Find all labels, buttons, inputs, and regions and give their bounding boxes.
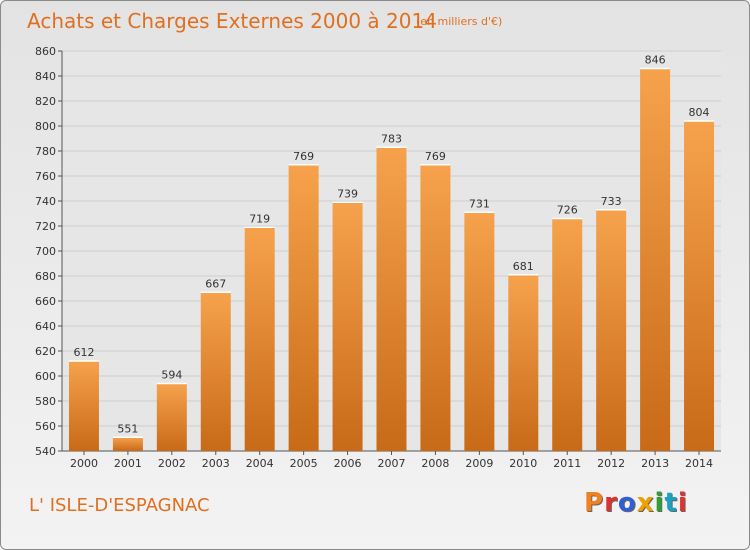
data-label: 846 <box>645 54 666 67</box>
x-tick-label: 2012 <box>597 457 625 470</box>
x-tick-label: 2007 <box>378 457 406 470</box>
bar <box>508 274 539 451</box>
x-tick-label: 2001 <box>114 457 142 470</box>
logo-letter: x <box>636 488 655 518</box>
y-tick-label: 760 <box>35 170 56 183</box>
bar <box>200 292 231 451</box>
x-tick-label: 2014 <box>685 457 713 470</box>
x-tick-label: 2009 <box>465 457 493 470</box>
data-label: 739 <box>337 187 358 200</box>
y-tick-label: 740 <box>35 195 56 208</box>
y-tick-label: 800 <box>35 120 56 133</box>
logo-letter: o <box>617 488 637 518</box>
bar <box>332 202 363 451</box>
y-tick-label: 560 <box>35 420 56 433</box>
place-name: L' ISLE-D'ESPAGNAC <box>29 495 210 516</box>
proxiti-logo: Proxiti <box>584 488 688 518</box>
y-tick-label: 700 <box>35 245 56 258</box>
y-tick-label: 820 <box>35 95 56 108</box>
bar <box>68 361 99 451</box>
bar <box>244 227 275 451</box>
data-label: 769 <box>425 150 446 163</box>
x-tick-label: 2008 <box>421 457 449 470</box>
y-tick-label: 720 <box>35 220 56 233</box>
y-tick-label: 640 <box>35 320 56 333</box>
bar <box>552 218 583 451</box>
data-label: 769 <box>293 150 314 163</box>
bar <box>640 68 671 451</box>
x-tick-label: 2011 <box>553 457 581 470</box>
x-tick-label: 2013 <box>641 457 669 470</box>
y-tick-label: 600 <box>35 370 56 383</box>
x-tick-label: 2006 <box>334 457 362 470</box>
y-tick-label: 860 <box>35 45 56 58</box>
logo-letter: r <box>604 488 618 518</box>
data-label: 594 <box>161 369 182 382</box>
x-tick-label: 2004 <box>246 457 274 470</box>
bar <box>376 147 407 451</box>
bar <box>156 383 187 451</box>
y-tick-label: 540 <box>35 445 56 458</box>
logo-letter: i <box>654 488 665 518</box>
bar <box>112 437 143 451</box>
data-label: 731 <box>469 197 490 210</box>
x-tick-label: 2010 <box>509 457 537 470</box>
bar <box>420 164 451 451</box>
y-tick-label: 680 <box>35 270 56 283</box>
y-tick-label: 840 <box>35 70 56 83</box>
bar <box>684 121 715 451</box>
data-label: 726 <box>557 204 578 217</box>
data-label: 612 <box>73 346 94 359</box>
bar <box>288 164 319 451</box>
logo-letter: i <box>677 488 688 518</box>
x-tick-label: 2002 <box>158 457 186 470</box>
x-tick-label: 2003 <box>202 457 230 470</box>
data-label: 551 <box>117 422 138 435</box>
y-tick-label: 660 <box>35 295 56 308</box>
x-tick-label: 2000 <box>70 457 98 470</box>
bar <box>596 209 627 451</box>
y-tick-label: 580 <box>35 395 56 408</box>
data-label: 667 <box>205 277 226 290</box>
data-label: 719 <box>249 212 270 225</box>
data-label: 804 <box>689 106 710 119</box>
y-tick-label: 780 <box>35 145 56 158</box>
data-label: 783 <box>381 132 402 145</box>
chart-subtitle: (en milliers d'€) <box>416 15 503 28</box>
y-tick-label: 620 <box>35 345 56 358</box>
chart-title: Achats et Charges Externes 2000 à 2014 <box>27 9 437 33</box>
bar <box>464 212 495 451</box>
logo-letter: t <box>664 488 678 518</box>
data-label: 681 <box>513 260 534 273</box>
logo-letter: P <box>584 488 605 518</box>
x-tick-label: 2005 <box>290 457 318 470</box>
data-label: 733 <box>601 195 622 208</box>
